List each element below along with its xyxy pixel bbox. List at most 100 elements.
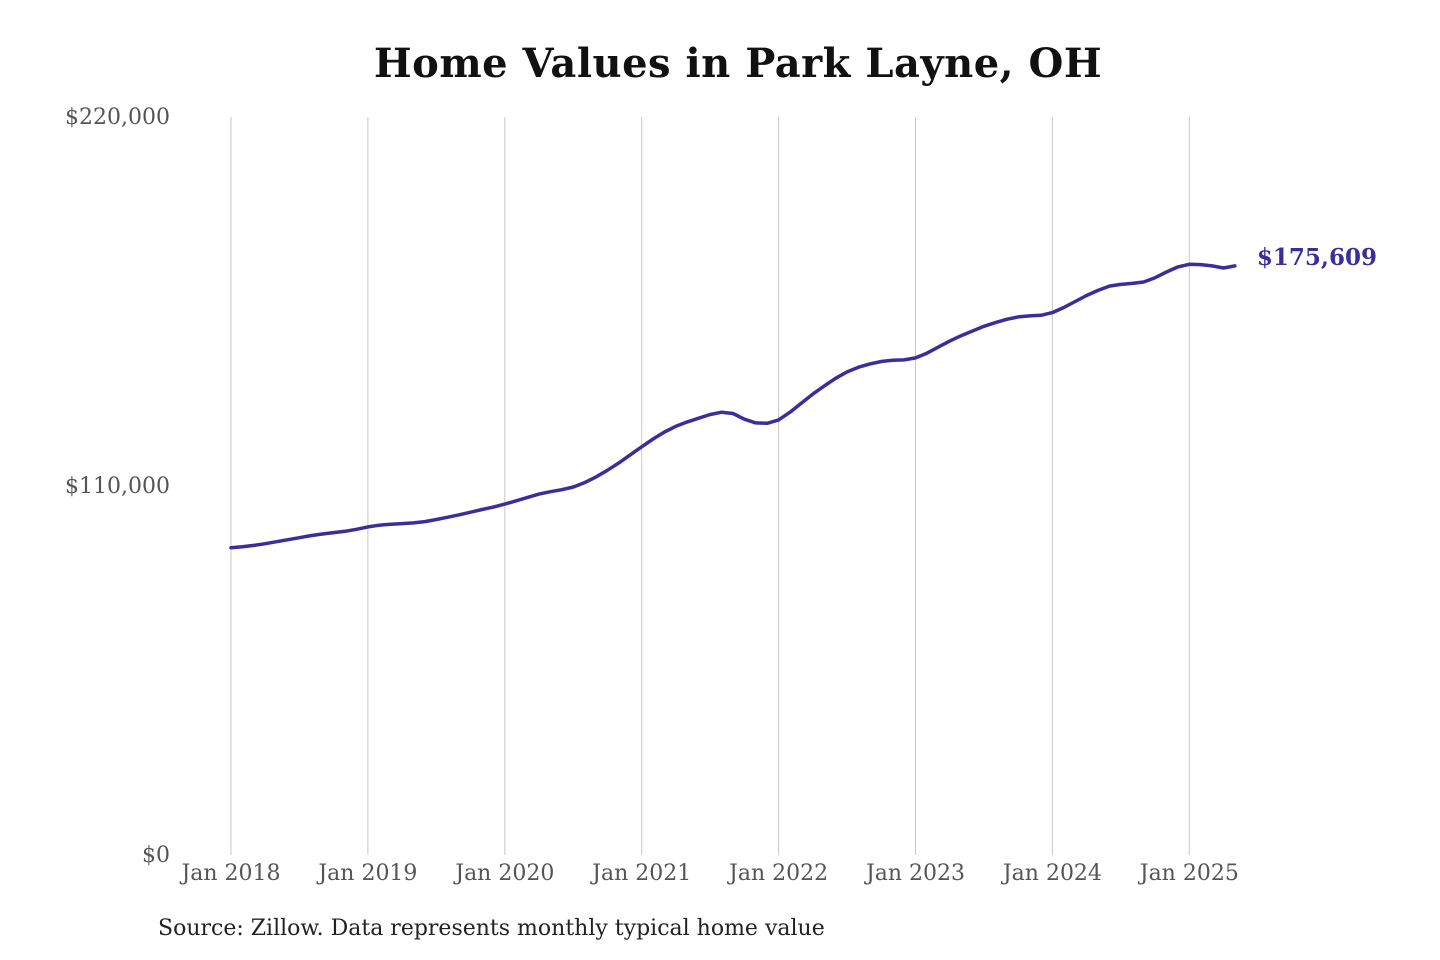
data-point: [925, 351, 929, 355]
data-point: [412, 521, 416, 525]
data-point: [937, 345, 941, 349]
data-point: [617, 461, 621, 465]
data-point: [1210, 264, 1214, 268]
y-tick-label: $220,000: [65, 105, 170, 130]
data-point: [1142, 280, 1146, 284]
data-point: [1096, 289, 1100, 293]
data-point: [594, 475, 598, 479]
data-point: [674, 425, 678, 429]
data-point: [526, 496, 530, 500]
end-label-layer: $175,609: [1257, 244, 1377, 271]
data-point: [1153, 276, 1157, 280]
data-point: [1039, 314, 1043, 318]
data-point: [914, 356, 918, 360]
data-point: [640, 445, 644, 449]
data-point: [1233, 264, 1237, 268]
data-point: [572, 485, 576, 489]
data-point: [1016, 315, 1020, 319]
x-tick-label: Jan 2024: [1001, 861, 1102, 886]
data-point: [229, 546, 233, 550]
data-point: [446, 515, 450, 519]
y-tick-label: $110,000: [65, 474, 170, 499]
data-point: [948, 339, 952, 343]
x-tick-label: Jan 2020: [453, 861, 554, 886]
data-point: [1119, 283, 1123, 287]
data-point: [651, 437, 655, 441]
x-tick-label: Jan 2018: [179, 861, 280, 886]
data-point: [389, 522, 393, 526]
data-point: [720, 410, 724, 414]
data-point: [480, 508, 484, 512]
data-point: [731, 412, 735, 416]
data-point: [994, 321, 998, 325]
data-point: [880, 360, 884, 364]
data-point: [263, 542, 267, 546]
data-point: [811, 392, 815, 396]
data-point: [1199, 263, 1203, 267]
data-point: [423, 520, 427, 524]
data-point: [560, 488, 564, 492]
data-point: [765, 422, 769, 426]
y-tick-label: $0: [142, 843, 170, 868]
data-point: [629, 453, 633, 457]
gridlines: [230, 117, 1190, 855]
data-point: [1051, 311, 1055, 315]
data-point: [332, 531, 336, 535]
data-point: [252, 544, 256, 548]
data-point: [788, 410, 792, 414]
data-point: [982, 325, 986, 329]
data-point: [366, 525, 370, 529]
data-point: [469, 510, 473, 514]
x-tick-label: Jan 2022: [727, 861, 828, 886]
data-point: [1131, 282, 1135, 286]
data-point: [514, 499, 518, 503]
data-point: [309, 534, 313, 538]
data-point: [1028, 314, 1032, 318]
data-point: [606, 468, 610, 472]
x-axis-tick-labels: Jan 2018 Jan 2019 Jan 2020 Jan 2021 Jan 2022…: [179, 861, 1238, 886]
data-point: [298, 536, 302, 540]
end-value-label: $175,609: [1257, 244, 1377, 271]
data-point: [503, 502, 507, 506]
series-line-0: [229, 262, 1237, 550]
data-point: [355, 528, 359, 532]
data-point: [378, 523, 382, 527]
x-tick-label: Jan 2023: [864, 861, 965, 886]
data-point: [1176, 265, 1180, 269]
data-point: [868, 362, 872, 366]
data-point: [275, 540, 279, 544]
data-point: [492, 505, 496, 509]
x-tick-label: Jan 2021: [590, 861, 691, 886]
data-point: [971, 329, 975, 333]
data-point: [777, 418, 781, 422]
data-point: [549, 490, 553, 494]
data-point: [663, 430, 667, 434]
data-point: [902, 358, 906, 362]
data-point: [457, 513, 461, 517]
data-point: [743, 417, 747, 421]
data-point: [241, 545, 245, 549]
data-point: [708, 413, 712, 417]
data-point: [845, 370, 849, 374]
data-point: [1108, 284, 1112, 288]
x-tick-label: Jan 2025: [1138, 861, 1239, 886]
data-point: [800, 401, 804, 405]
x-tick-label: Jan 2019: [316, 861, 417, 886]
data-point: [1085, 294, 1089, 298]
data-point: [1222, 266, 1226, 270]
chart-title: Home Values in Park Layne, OH: [373, 40, 1103, 87]
data-point: [537, 492, 541, 496]
y-axis-tick-labels: $0 $110,000 $220,000: [65, 105, 170, 868]
series-layer: [229, 262, 1237, 550]
data-point: [697, 416, 701, 420]
data-point: [1165, 270, 1169, 274]
data-point: [1062, 306, 1066, 310]
data-point: [834, 377, 838, 381]
data-point: [321, 532, 325, 536]
data-point: [822, 384, 826, 388]
data-point: [435, 518, 439, 522]
data-point: [1005, 318, 1009, 322]
data-point: [400, 522, 404, 526]
data-point: [583, 481, 587, 485]
